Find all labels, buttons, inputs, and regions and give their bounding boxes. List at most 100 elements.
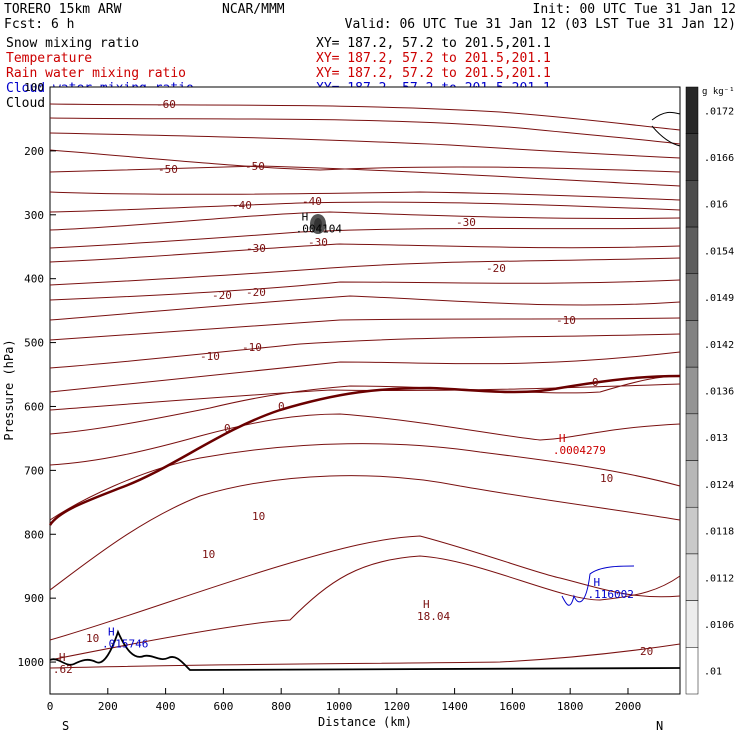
x-tick-label: 1600 — [499, 700, 526, 713]
isotherm-label: -50 — [245, 160, 265, 173]
isotherm-label: 0 — [278, 400, 285, 413]
isotherm-label: -20 — [486, 262, 506, 275]
maximum-value: .004104 — [296, 222, 343, 235]
isotherm-label: 0 — [592, 376, 599, 389]
colorbar-label: .0106 — [704, 620, 734, 631]
colorbar-swatch — [685, 553, 699, 601]
isotherm-line — [49, 555, 681, 661]
maximum-value: .116002 — [588, 588, 634, 601]
maximum-value: .62 — [53, 663, 73, 676]
x-tick-label: 1400 — [441, 700, 468, 713]
model-title: TORERO 15km ARW — [4, 2, 122, 17]
isotherm-label: 10 — [202, 548, 215, 561]
terrain-line — [49, 629, 681, 672]
isotherm-line — [49, 317, 681, 341]
isotherm-line — [49, 443, 681, 521]
isotherm-line — [49, 165, 681, 187]
isotherm-line — [49, 201, 681, 213]
isotherm-label: -40 — [232, 199, 252, 212]
colorbar-label: .0172 — [704, 106, 734, 117]
isotherm-label: 10 — [86, 632, 99, 645]
isotherm-label: -30 — [246, 242, 266, 255]
isotherm-label: -30 — [456, 216, 476, 229]
y-tick-label: 700 — [24, 464, 44, 477]
colorbar-swatch — [685, 600, 699, 648]
colorbar-label: .0149 — [704, 293, 734, 304]
axis-endpoint-north: N — [656, 719, 663, 733]
isotherm-label: -40 — [302, 195, 322, 208]
isotherm-label: -10 — [556, 314, 576, 327]
colorbar-label: .0136 — [704, 387, 734, 398]
maximum-marker: H — [423, 598, 430, 611]
isotherm-line — [49, 279, 681, 301]
forecast-hour: Fcst: 6 h — [4, 17, 74, 32]
isotherm-line — [49, 149, 681, 173]
y-tick-label: 800 — [24, 528, 44, 541]
isotherm-line — [49, 243, 681, 263]
cloud-water-contour — [561, 565, 635, 606]
isotherm-label: 20 — [640, 645, 653, 658]
colorbar-swatch — [685, 133, 699, 181]
colorbar-label: .0142 — [704, 340, 734, 351]
colorbar-label: .0154 — [704, 246, 734, 257]
y-tick-label: 300 — [24, 209, 44, 222]
maximum-value: .0004279 — [553, 444, 606, 457]
cloud-ice-maximum-shading — [310, 214, 326, 234]
isotherm-label: -20 — [212, 289, 232, 302]
isotherm-line — [49, 117, 681, 145]
isotherm-line — [49, 413, 681, 466]
isotherm-line — [49, 191, 681, 201]
y-tick-label: 100 — [24, 81, 44, 94]
maximum-value: 18.04 — [417, 610, 450, 623]
x-tick-label: 0 — [47, 700, 54, 713]
colorbar-label: .01 — [704, 667, 722, 678]
isotherm-line — [49, 211, 681, 231]
x-tick-label: 200 — [98, 700, 118, 713]
axis-endpoint-south: S — [62, 719, 69, 733]
legend-coordinates: XY= 187.2, 57.2 to 201.5,201.1 — [316, 51, 551, 66]
isotherm-label: 0 — [224, 422, 231, 435]
isotherm-line — [49, 643, 681, 669]
isotherm-label: -60 — [156, 98, 176, 111]
colorbar-swatch — [685, 86, 699, 134]
cloud-ice-contour — [651, 111, 681, 147]
y-tick-label: 1000 — [18, 656, 45, 669]
isotherm-line — [49, 103, 681, 131]
isotherm-line — [49, 333, 681, 369]
x-tick-label: 1000 — [326, 700, 353, 713]
isotherm-line — [49, 375, 681, 435]
x-tick-label: 1200 — [384, 700, 411, 713]
x-tick-label: 600 — [213, 700, 233, 713]
colorbar-label: .0112 — [704, 573, 734, 584]
isotherm-label: 10 — [252, 510, 265, 523]
isotherm-label: -50 — [158, 163, 178, 176]
isotherm-line — [49, 132, 681, 159]
temperature-contours — [48, 103, 681, 669]
maximum-marker: H — [559, 432, 566, 445]
colorbar-label: .0118 — [704, 527, 734, 538]
x-axis-title: Distance (km) — [318, 715, 412, 729]
y-tick-label: 900 — [24, 592, 44, 605]
isotherm-labels: -60 -50 -50 -40 -40 -30 -30 -30 -20 -20 … — [86, 98, 653, 658]
legend-label: Rain water mixing ratio — [6, 66, 186, 81]
isotherm-line — [49, 475, 681, 591]
legend-coordinates: XY= 187.2, 57.2 to 201.5,201.1 — [316, 66, 551, 81]
legend-label: Temperature — [6, 51, 92, 66]
colorbar-swatch — [685, 320, 699, 368]
init-time: Init: 00 UTC Tue 31 Jan 12 — [533, 2, 737, 17]
x-tick-label: 800 — [271, 700, 291, 713]
valid-time: Valid: 06 UTC Tue 31 Jan 12 (03 LST Tue … — [345, 17, 736, 32]
freezing-isotherm — [48, 374, 681, 526]
y-tick-label: 400 — [24, 273, 44, 286]
colorbar-swatch — [685, 226, 699, 275]
isotherm-label: 10 — [600, 472, 613, 485]
y-tick-label: 500 — [24, 337, 44, 350]
y-axis-title: Pressure (hPa) — [2, 339, 16, 440]
isotherm-label: -30 — [308, 236, 328, 249]
maximum-marker: H — [594, 576, 601, 589]
isotherm-line — [49, 535, 681, 641]
colorbar-label: .0124 — [704, 480, 734, 491]
colorbar-swatch — [685, 413, 699, 461]
y-tick-label: 600 — [24, 400, 44, 413]
x-tick-label: 1800 — [557, 700, 584, 713]
